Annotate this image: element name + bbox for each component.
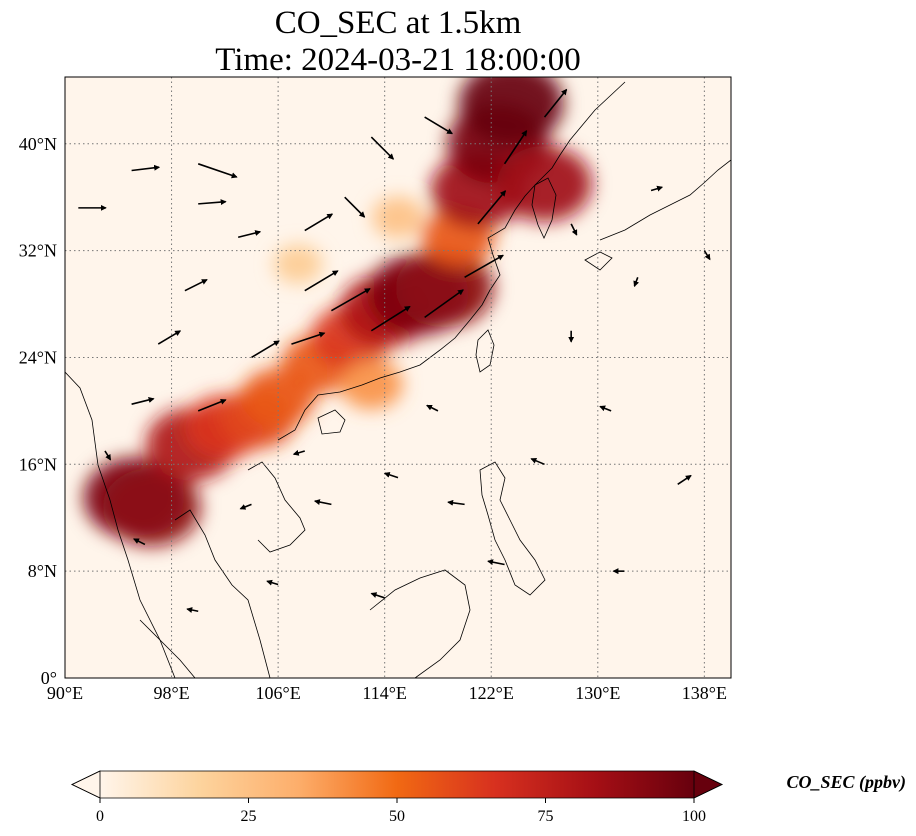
- longitude-tick-label: 130°E: [575, 683, 620, 703]
- wind-arrow: [424, 116, 453, 135]
- colorbar-tick-label: 75: [538, 808, 554, 825]
- colorbar-tick-label: 100: [682, 808, 706, 825]
- latitude-tick-label: 16°N: [19, 454, 57, 474]
- wind-arrow: [477, 190, 507, 225]
- longitude-tick-label: 122°E: [469, 683, 514, 703]
- map-title-line1: CO_SEC at 1.5km: [275, 5, 522, 41]
- colorbar: 0 25 50 75 100 CO_SEC (ppbv): [71, 770, 906, 825]
- colorbar-label: CO_SEC (ppbv): [786, 772, 906, 793]
- latitude-tick-label: 8°N: [28, 561, 57, 581]
- wind-arrow: [291, 331, 326, 345]
- co-plume-cell: [339, 358, 403, 410]
- coastline-taiwan: [475, 329, 495, 373]
- wind-arrow: [503, 129, 528, 165]
- colorbar-tick-label: 25: [241, 808, 257, 825]
- colorbar-min-extension: [71, 770, 101, 799]
- wind-arrow: [543, 88, 568, 118]
- latitude-tick-label: 24°N: [19, 347, 57, 367]
- wind-arrow: [313, 499, 332, 506]
- map-panel: 90°E 98°E 106°E 114°E 122°E 130°E 138°E 0° 8°N 1…: [19, 76, 732, 703]
- coastline-mainland: [65, 81, 626, 678]
- co-plume-cell: [371, 196, 425, 239]
- map-frame: [64, 76, 732, 679]
- wind-arrow: [104, 450, 112, 461]
- wind-arrow: [133, 538, 146, 546]
- colorbar-ticks: 0 25 50 75 100: [96, 798, 706, 825]
- map-gridlines: [65, 77, 731, 678]
- wind-arrow: [370, 305, 411, 332]
- longitude-tick-label: 114°E: [362, 683, 407, 703]
- colorbar-tick-label: 50: [389, 808, 405, 825]
- wind-arrow: [292, 449, 305, 456]
- wind-arrow: [703, 250, 711, 261]
- map-title-line2: Time: 2024-03-21 18:00:00: [215, 42, 580, 78]
- latitude-tick-label: 40°N: [19, 134, 57, 154]
- wind-arrow: [530, 457, 545, 466]
- wind-arrow: [344, 196, 366, 218]
- wind-arrow: [633, 277, 640, 288]
- wind-arrow: [599, 405, 612, 412]
- wind-vector-layer: [78, 88, 711, 613]
- wind-arrow: [131, 164, 161, 172]
- coastline-borneo: [369, 569, 471, 678]
- coastline-japan: [584, 159, 731, 271]
- wind-arrow: [197, 163, 238, 179]
- wind-arrow: [239, 503, 252, 510]
- coastline-korea: [531, 177, 557, 239]
- wind-arrow: [304, 213, 334, 232]
- co-plume-cell: [102, 467, 201, 547]
- co-plume-cell: [497, 146, 592, 222]
- latitude-tick-label: 32°N: [19, 241, 57, 261]
- colorbar-gradient: [100, 771, 694, 798]
- wind-arrow: [237, 230, 262, 239]
- coastline-philippines: [479, 461, 546, 596]
- colorbar-max-extension: [693, 770, 723, 799]
- wind-arrow: [251, 340, 280, 359]
- longitude-tick-label: 98°E: [153, 683, 189, 703]
- wind-arrow: [383, 472, 399, 479]
- longitude-tick-label: 138°E: [682, 683, 727, 703]
- wind-arrow: [370, 136, 395, 160]
- co-plume-cell: [273, 244, 323, 284]
- co-plume-cell: [395, 248, 494, 328]
- co-plume-layer: [83, 77, 592, 547]
- wind-arrow: [447, 499, 465, 506]
- wind-arrow: [424, 289, 464, 319]
- colorbar-tick-label: 0: [96, 808, 104, 825]
- wind-arrow: [131, 397, 155, 405]
- coastlines: [65, 81, 731, 678]
- wind-arrow: [677, 474, 692, 486]
- wind-arrow: [266, 579, 279, 586]
- longitude-tick-label: 90°E: [47, 683, 83, 703]
- wind-arrow: [186, 607, 199, 613]
- wind-arrow: [487, 559, 505, 566]
- wind-arrow: [370, 592, 385, 599]
- coastline-sumatra: [139, 619, 196, 678]
- latitude-tick-labels: 0° 8°N 16°N 24°N 32°N 40°N: [19, 134, 57, 688]
- coastline-hainan: [317, 409, 346, 435]
- wind-arrow: [198, 199, 227, 206]
- co-plume-cell: [458, 77, 564, 146]
- latitude-tick-label: 0°: [41, 668, 57, 688]
- wind-arrow: [304, 270, 339, 292]
- wind-arrow: [464, 254, 504, 279]
- wind-arrow: [184, 278, 208, 292]
- wind-arrow: [197, 398, 227, 412]
- wind-arrow: [426, 404, 439, 412]
- wind-arrow: [157, 330, 182, 345]
- longitude-tick-label: 106°E: [256, 683, 301, 703]
- longitude-tick-labels: 90°E 98°E 106°E 114°E 122°E 130°E 138°E: [47, 683, 727, 703]
- wind-arrow: [331, 288, 371, 312]
- wind-arrow: [650, 185, 664, 192]
- wind-arrow: [570, 223, 578, 236]
